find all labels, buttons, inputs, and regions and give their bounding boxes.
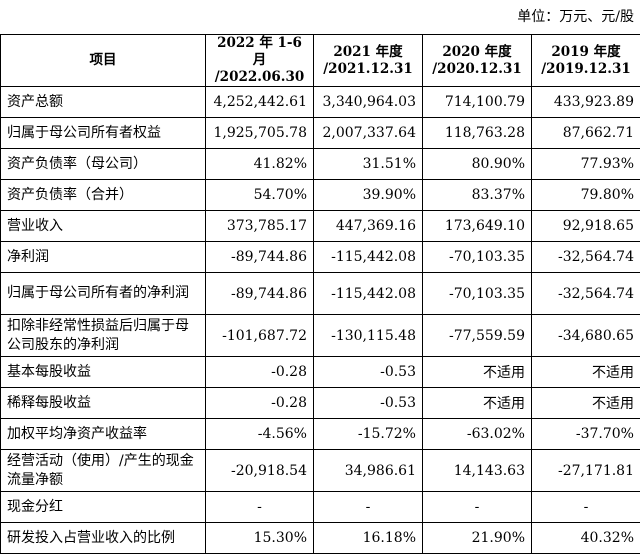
table-row: 扣除非经常性损益后归属于母公司股东的净利润 -101,687.72 -130,1…: [1, 315, 640, 357]
cell-value: 39.90%: [314, 180, 423, 211]
table-row: 资产总额 4,252,442.61 3,340,964.03 714,100.7…: [1, 87, 640, 118]
cell-value: -89,744.86: [206, 242, 314, 273]
row-label: 归属于母公司所有者权益: [1, 118, 206, 149]
cell-value: -32,564.74: [532, 273, 640, 315]
cell-value: -115,442.08: [314, 242, 423, 273]
cell-value: 83.37%: [423, 180, 532, 211]
cell-value: 447,369.16: [314, 211, 423, 242]
cell-value: -115,442.08: [314, 273, 423, 315]
table-row: 经营活动（使用）/产生的现金流量净额 -20,918.54 34,986.61 …: [1, 450, 640, 492]
cell-value: 15.30%: [206, 523, 314, 554]
cell-value: 14,143.63: [423, 450, 532, 492]
row-label: 加权平均净资产收益率: [1, 419, 206, 450]
cell-value: 54.70%: [206, 180, 314, 211]
cell-value: 不适用: [423, 388, 532, 419]
cell-value: -70,103.35: [423, 242, 532, 273]
cell-value: 不适用: [532, 388, 640, 419]
cell-value: 79.80%: [532, 180, 640, 211]
cell-value: -70,103.35: [423, 273, 532, 315]
cell-value: 77.93%: [532, 149, 640, 180]
table-row: 归属于母公司所有者权益 1,925,705.78 2,007,337.64 11…: [1, 118, 640, 149]
header-2021: 2021 年度/2021.12.31: [314, 35, 423, 87]
table-row: 营业收入 373,785.17 447,369.16 173,649.10 92…: [1, 211, 640, 242]
cell-value: 16.18%: [314, 523, 423, 554]
cell-value: 21.90%: [423, 523, 532, 554]
cell-value: 714,100.79: [423, 87, 532, 118]
cell-value: -0.28: [206, 388, 314, 419]
row-label: 资产负债率（合并）: [1, 180, 206, 211]
row-label: 资产负债率（母公司）: [1, 149, 206, 180]
row-label: 研发投入占营业收入的比例: [1, 523, 206, 554]
header-item: 项目: [1, 35, 206, 87]
header-2020: 2020 年度/2020.12.31: [423, 35, 532, 87]
cell-value: 不适用: [423, 357, 532, 388]
cell-value: -: [314, 492, 423, 523]
table-row: 净利润 -89,744.86 -115,442.08 -70,103.35 -3…: [1, 242, 640, 273]
table-row: 基本每股收益 -0.28 -0.53 不适用 不适用: [1, 357, 640, 388]
table-row: 加权平均净资产收益率 -4.56% -15.72% -63.02% -37.70…: [1, 419, 640, 450]
cell-value: 4,252,442.61: [206, 87, 314, 118]
row-label: 净利润: [1, 242, 206, 273]
cell-value: 173,649.10: [423, 211, 532, 242]
table-header-row: 项目 2022 年 1-6 月/2022.06.30 2021 年度/2021.…: [1, 35, 640, 87]
cell-value: 不适用: [532, 357, 640, 388]
cell-value: -89,744.86: [206, 273, 314, 315]
header-2019: 2019 年度/2019.12.31: [532, 35, 640, 87]
row-label: 经营活动（使用）/产生的现金流量净额: [1, 450, 206, 492]
cell-value: 34,986.61: [314, 450, 423, 492]
cell-value: 2,007,337.64: [314, 118, 423, 149]
table-row: 研发投入占营业收入的比例 15.30% 16.18% 21.90% 40.32%: [1, 523, 640, 554]
cell-value: -101,687.72: [206, 315, 314, 357]
row-label: 扣除非经常性损益后归属于母公司股东的净利润: [1, 315, 206, 357]
cell-value: -4.56%: [206, 419, 314, 450]
table-row: 稀释每股收益 -0.28 -0.53 不适用 不适用: [1, 388, 640, 419]
cell-value: 1,925,705.78: [206, 118, 314, 149]
cell-value: -32,564.74: [532, 242, 640, 273]
cell-value: -15.72%: [314, 419, 423, 450]
cell-value: -: [423, 492, 532, 523]
row-label: 稀释每股收益: [1, 388, 206, 419]
cell-value: -77,559.59: [423, 315, 532, 357]
cell-value: 41.82%: [206, 149, 314, 180]
cell-value: -34,680.65: [532, 315, 640, 357]
cell-value: -20,918.54: [206, 450, 314, 492]
table-row: 现金分红 - - - -: [1, 492, 640, 523]
cell-value: 118,763.28: [423, 118, 532, 149]
cell-value: 373,785.17: [206, 211, 314, 242]
row-label: 营业收入: [1, 211, 206, 242]
cell-value: -: [532, 492, 640, 523]
cell-value: 31.51%: [314, 149, 423, 180]
cell-value: 80.90%: [423, 149, 532, 180]
cell-value: -0.53: [314, 357, 423, 388]
row-label: 归属于母公司所有者的净利润: [1, 273, 206, 315]
cell-value: 3,340,964.03: [314, 87, 423, 118]
row-label: 现金分红: [1, 492, 206, 523]
cell-value: 433,923.89: [532, 87, 640, 118]
cell-value: 92,918.65: [532, 211, 640, 242]
row-label: 基本每股收益: [1, 357, 206, 388]
table-row: 归属于母公司所有者的净利润 -89,744.86 -115,442.08 -70…: [1, 273, 640, 315]
table-row: 资产负债率（母公司） 41.82% 31.51% 80.90% 77.93%: [1, 149, 640, 180]
table-row: 资产负债率（合并） 54.70% 39.90% 83.37% 79.80%: [1, 180, 640, 211]
cell-value: -: [206, 492, 314, 523]
header-2022h1: 2022 年 1-6 月/2022.06.30: [206, 35, 314, 87]
cell-value: -0.53: [314, 388, 423, 419]
financial-data-table: 项目 2022 年 1-6 月/2022.06.30 2021 年度/2021.…: [0, 34, 640, 554]
row-label: 资产总额: [1, 87, 206, 118]
cell-value: -37.70%: [532, 419, 640, 450]
cell-value: -63.02%: [423, 419, 532, 450]
unit-note: 单位：万元、元/股: [0, 0, 640, 34]
cell-value: 87,662.71: [532, 118, 640, 149]
cell-value: -27,171.81: [532, 450, 640, 492]
cell-value: -130,115.48: [314, 315, 423, 357]
cell-value: 40.32%: [532, 523, 640, 554]
cell-value: -0.28: [206, 357, 314, 388]
